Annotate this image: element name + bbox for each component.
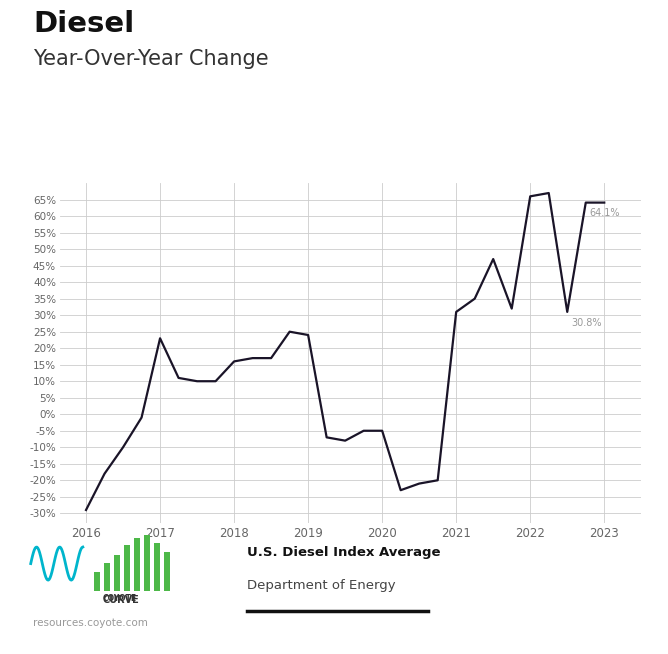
Text: COYOTE: COYOTE bbox=[103, 594, 137, 604]
Text: Diesel: Diesel bbox=[33, 10, 135, 38]
Bar bbox=[134, 538, 140, 591]
Text: resources.coyote.com: resources.coyote.com bbox=[33, 618, 148, 628]
Bar bbox=[114, 555, 120, 591]
Bar bbox=[124, 545, 130, 591]
Bar bbox=[104, 563, 110, 591]
Bar bbox=[94, 572, 100, 591]
Text: Department of Energy: Department of Energy bbox=[247, 579, 395, 592]
Bar bbox=[154, 543, 160, 591]
Text: 64.1%: 64.1% bbox=[589, 207, 620, 218]
Text: CURVE: CURVE bbox=[103, 595, 140, 605]
Text: Year-Over-Year Change: Year-Over-Year Change bbox=[33, 49, 269, 69]
Text: U.S. Diesel Index Average: U.S. Diesel Index Average bbox=[247, 546, 441, 559]
Bar bbox=[144, 535, 150, 591]
Bar bbox=[164, 552, 170, 591]
Text: 30.8%: 30.8% bbox=[571, 317, 601, 328]
